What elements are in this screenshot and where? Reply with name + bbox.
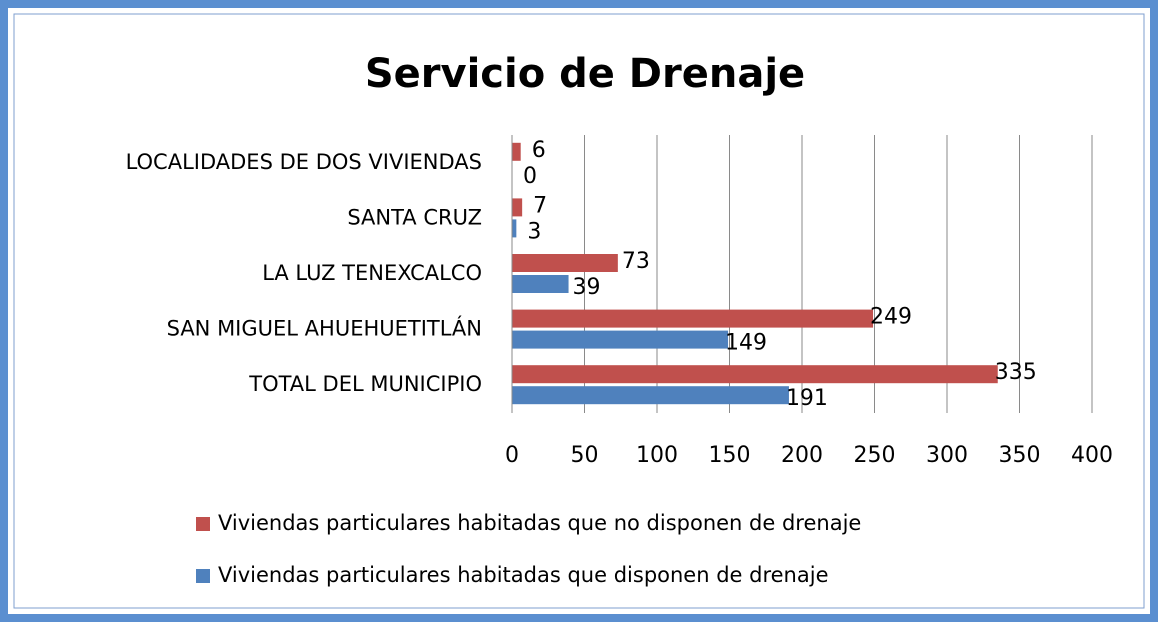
x-tick-label: 150 [709, 443, 751, 468]
data-label: 39 [573, 275, 601, 300]
y-tick-label: LOCALIDADES DE DOS VIVIENDAS [126, 150, 482, 174]
x-tick-label: 0 [505, 443, 519, 468]
bar [512, 365, 998, 384]
data-label: 191 [786, 386, 828, 411]
bar [512, 386, 789, 405]
data-label: 249 [870, 305, 912, 330]
data-label: 335 [995, 360, 1037, 385]
legend-swatch [196, 569, 210, 583]
legend-label: Viviendas particulares habitadas que dis… [218, 563, 829, 587]
data-label: 0 [523, 164, 537, 189]
x-tick-label: 50 [571, 443, 599, 468]
x-tick-label: 350 [999, 443, 1041, 468]
bar [512, 142, 521, 161]
y-tick-label: SAN MIGUEL AHUEHUETITLÁN [167, 316, 482, 341]
data-label: 7 [533, 193, 547, 218]
x-tick-label: 300 [926, 443, 968, 468]
data-label: 149 [725, 331, 767, 356]
bar [512, 254, 618, 272]
bar [512, 330, 729, 349]
y-tick-label: LA LUZ TENEXCALCO [262, 261, 482, 285]
x-tick-label: 400 [1071, 443, 1113, 468]
chart-area [13, 13, 1145, 609]
y-tick-label: SANTA CRUZ [347, 205, 482, 229]
x-tick-label: 100 [636, 443, 678, 468]
x-tick-label: 200 [781, 443, 823, 468]
data-label: 73 [622, 249, 650, 274]
bar [512, 198, 523, 217]
data-label: 3 [527, 219, 541, 244]
x-tick-label: 250 [854, 443, 896, 468]
bar [512, 219, 517, 238]
y-tick-label: TOTAL DEL MUNICIPIO [248, 372, 482, 396]
bar [512, 309, 874, 328]
legend-swatch [196, 517, 210, 531]
chart-title: Servicio de Drenaje [365, 51, 805, 97]
data-label: 6 [532, 138, 546, 163]
bar [512, 275, 569, 293]
legend-label: Viviendas particulares habitadas que no … [218, 511, 861, 535]
